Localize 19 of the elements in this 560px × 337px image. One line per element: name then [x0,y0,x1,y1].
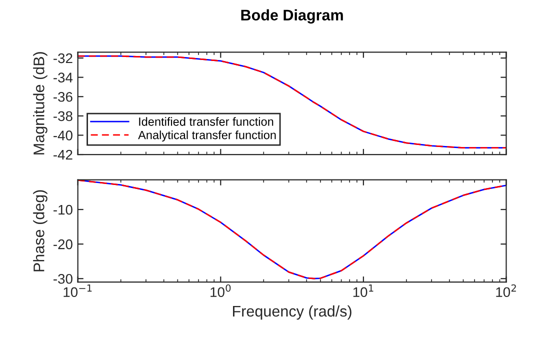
y-tick-label: -36 [54,92,72,102]
chart-title: Bode Diagram [241,9,343,24]
y-tick-label: -40 [54,130,72,140]
x-tick-label: 10$^{−1}$ [64,284,92,298]
legend-label: Analytical transfer function [138,130,276,142]
y-tick-label: -42 [54,150,72,160]
y-tick-label: -32 [54,53,72,64]
legend-label: Identified transfer function [139,117,274,126]
x-tick-label: 10$^{2}$ [496,284,516,298]
y-axis-title: Phase (deg) [33,190,48,272]
y-tick-label: -10 [54,204,72,215]
y-tick-label: -20 [54,239,72,250]
x-tick-label: 10$^{0}$ [210,284,231,298]
y-tick-label: -38 [54,111,72,122]
y-tick-label: -30 [54,274,72,284]
y-tick-label: -34 [54,72,73,82]
x-axis-title: Frequency (rad/s) [233,305,352,320]
y-axis-title: Magnitude (dB) [33,52,48,154]
x-tick-label: 10$^{1}$ [353,284,374,298]
